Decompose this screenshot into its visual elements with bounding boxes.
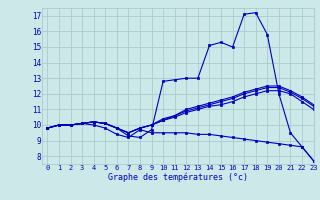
X-axis label: Graphe des températures (°c): Graphe des températures (°c) xyxy=(108,172,248,182)
